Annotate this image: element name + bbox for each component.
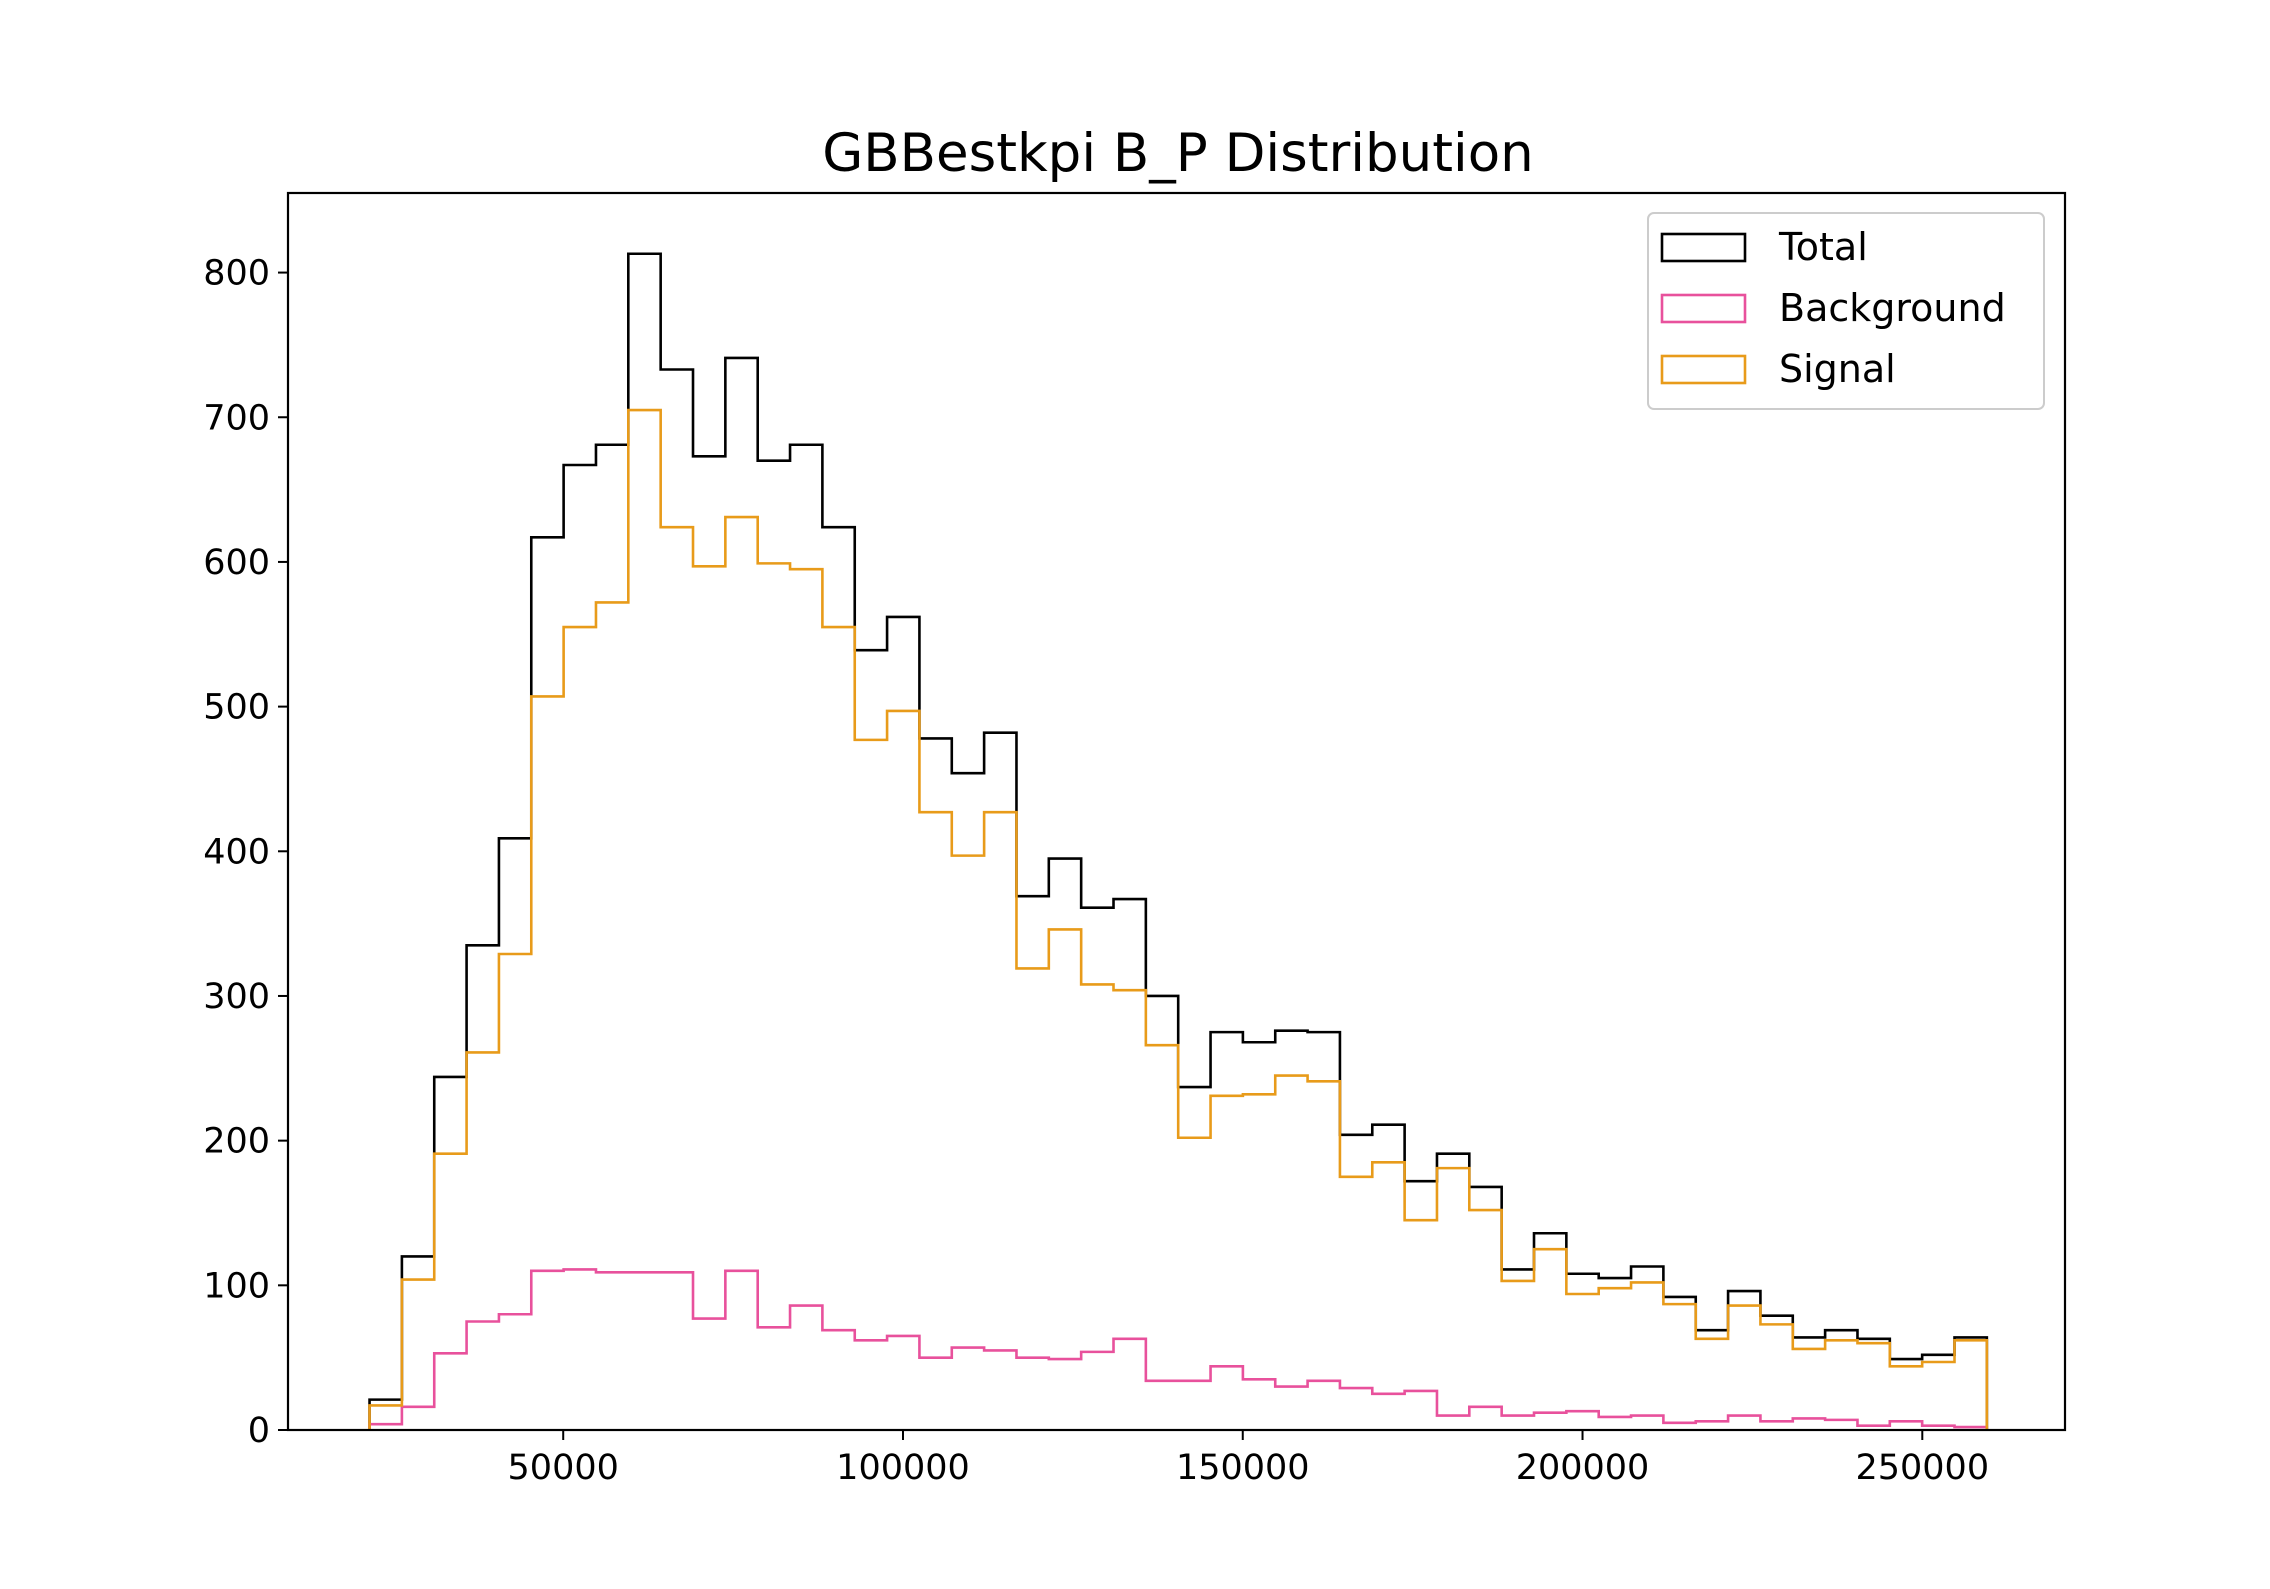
series-signal-step (368, 408, 1989, 1430)
y-tick-label: 400 (203, 832, 270, 872)
series-background-step (368, 1268, 1989, 1430)
y-tick-label: 600 (203, 543, 270, 583)
y-axis: 0 100 200 300 400 500 600 700 800 (203, 254, 288, 1451)
y-tick-label: 300 (203, 977, 270, 1017)
y-tick-label: 800 (203, 254, 270, 294)
legend: Total Background Signal (1647, 212, 2045, 410)
x-axis: 50000 100000 150000 200000 250000 (508, 1430, 1989, 1488)
y-tick-label: 100 (203, 1266, 270, 1306)
chart-title: GBBestkpi B_P Distribution (822, 123, 1534, 184)
y-tick-label: 200 (203, 1122, 270, 1162)
plot-frame (286, 191, 2067, 1432)
x-tick-label: 200000 (1516, 1448, 1650, 1488)
y-tick-label: 500 (203, 688, 270, 728)
legend-label-background: Background (1779, 286, 2006, 330)
y-tick-label: 0 (248, 1411, 270, 1451)
x-tick-label: 250000 (1855, 1448, 1989, 1488)
y-tick-label: 700 (203, 398, 270, 438)
x-tick-label: 50000 (508, 1448, 619, 1488)
legend-swatch-background (1660, 293, 1747, 324)
legend-box (1647, 212, 2045, 410)
x-tick-label: 150000 (1176, 1448, 1310, 1488)
legend-label-signal: Signal (1779, 347, 1896, 391)
legend-label-total: Total (1778, 225, 1868, 269)
series-layer (368, 252, 1989, 1430)
legend-swatch-total (1660, 232, 1747, 263)
legend-swatch-signal (1660, 354, 1747, 385)
x-tick-label: 100000 (836, 1448, 970, 1488)
